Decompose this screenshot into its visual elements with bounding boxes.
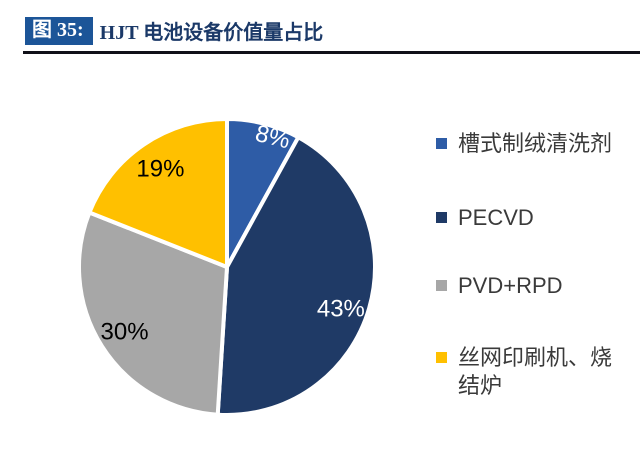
legend-swatch-icon xyxy=(436,352,447,363)
header-divider xyxy=(23,51,640,54)
legend-item-4: 丝网印刷机、烧结炉 xyxy=(436,344,626,400)
legend-label: PECVD xyxy=(458,205,534,230)
figure-header: 图 35: HJT 电池设备价值量占比 xyxy=(25,16,323,45)
figure-title: HJT 电池设备价值量占比 xyxy=(99,22,324,44)
pie-slice-label-2: 43% xyxy=(317,295,365,322)
legend-swatch-icon xyxy=(436,138,447,149)
figure-number-badge: 图 35: xyxy=(25,16,93,45)
pie-slice-label-3: 30% xyxy=(101,319,149,346)
pie-slice-4 xyxy=(87,117,229,269)
pie-slice-3 xyxy=(77,210,229,417)
legend-item-3: PVD+RPD xyxy=(436,272,626,300)
legend-label: PVD+RPD xyxy=(458,273,563,298)
chart-legend: 槽式制绒清洗剂 PECVD PVD+RPD 丝网印刷机、烧结炉 xyxy=(436,130,626,400)
legend-item-1: 槽式制绒清洗剂 xyxy=(436,130,626,158)
legend-item-2: PECVD xyxy=(436,204,626,232)
legend-swatch-icon xyxy=(436,280,447,291)
legend-label: 槽式制绒清洗剂 xyxy=(458,131,613,156)
legend-swatch-icon xyxy=(436,212,447,223)
pie-slice-2 xyxy=(215,135,377,417)
pie-slice-label-4: 19% xyxy=(136,156,184,183)
legend-label: 丝网印刷机、烧结炉 xyxy=(458,345,613,398)
